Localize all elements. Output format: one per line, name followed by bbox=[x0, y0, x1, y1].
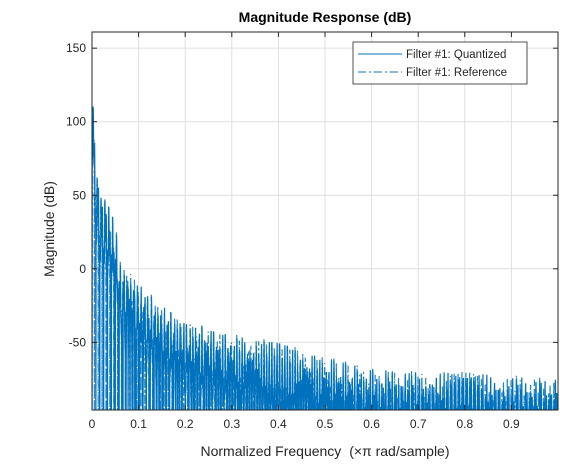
y-tick-label: 50 bbox=[73, 188, 87, 202]
x-axis: 0 0.1 0.2 0.3 0.4 0.5 0.6 0.7 0.8 0.9 bbox=[89, 32, 520, 431]
x-tick-label: 0.1 bbox=[130, 417, 147, 431]
legend: Filter #1: Quantized Filter #1: Referenc… bbox=[352, 41, 528, 85]
y-axis-label: Magnitude (dB) bbox=[41, 181, 57, 277]
x-tick-label: 0.5 bbox=[317, 417, 334, 431]
x-tick-label: 0.7 bbox=[410, 417, 427, 431]
x-tick-label: 0.6 bbox=[363, 417, 380, 431]
series-line-reference bbox=[92, 106, 558, 410]
y-tick-label: 150 bbox=[66, 41, 86, 55]
legend-box bbox=[352, 41, 528, 85]
x-axis-label-unit: (×π rad/sample) bbox=[349, 443, 449, 459]
x-tick-label: 0.8 bbox=[456, 417, 473, 431]
x-tick-label: 0.4 bbox=[270, 417, 287, 431]
y-tick-label: 0 bbox=[79, 262, 86, 276]
y-tick-label: -50 bbox=[69, 335, 87, 349]
legend-label-reference: Filter #1: Reference bbox=[406, 67, 507, 79]
x-tick-label: 0.2 bbox=[177, 417, 194, 431]
x-axis-label-text: Normalized Frequency bbox=[200, 443, 341, 459]
plot-area: 0 0.1 0.2 0.3 0.4 0.5 0.6 0.7 0.8 0.9 -50 0 50 100 15… bbox=[66, 31, 559, 431]
series-group bbox=[92, 106, 558, 410]
grid-lines bbox=[92, 32, 558, 410]
x-tick-label: 0 bbox=[89, 417, 96, 431]
y-tick-label: 100 bbox=[66, 115, 86, 129]
x-tick-label: 0.3 bbox=[223, 417, 240, 431]
x-axis-label: Normalized Frequency (×π rad/sample) bbox=[200, 443, 449, 459]
x-tick-label: 0.9 bbox=[503, 417, 520, 431]
chart-title: Magnitude Response (dB) bbox=[239, 9, 412, 25]
legend-label-quantized: Filter #1: Quantized bbox=[406, 49, 506, 61]
y-axis: -50 0 50 100 150 bbox=[66, 41, 558, 349]
